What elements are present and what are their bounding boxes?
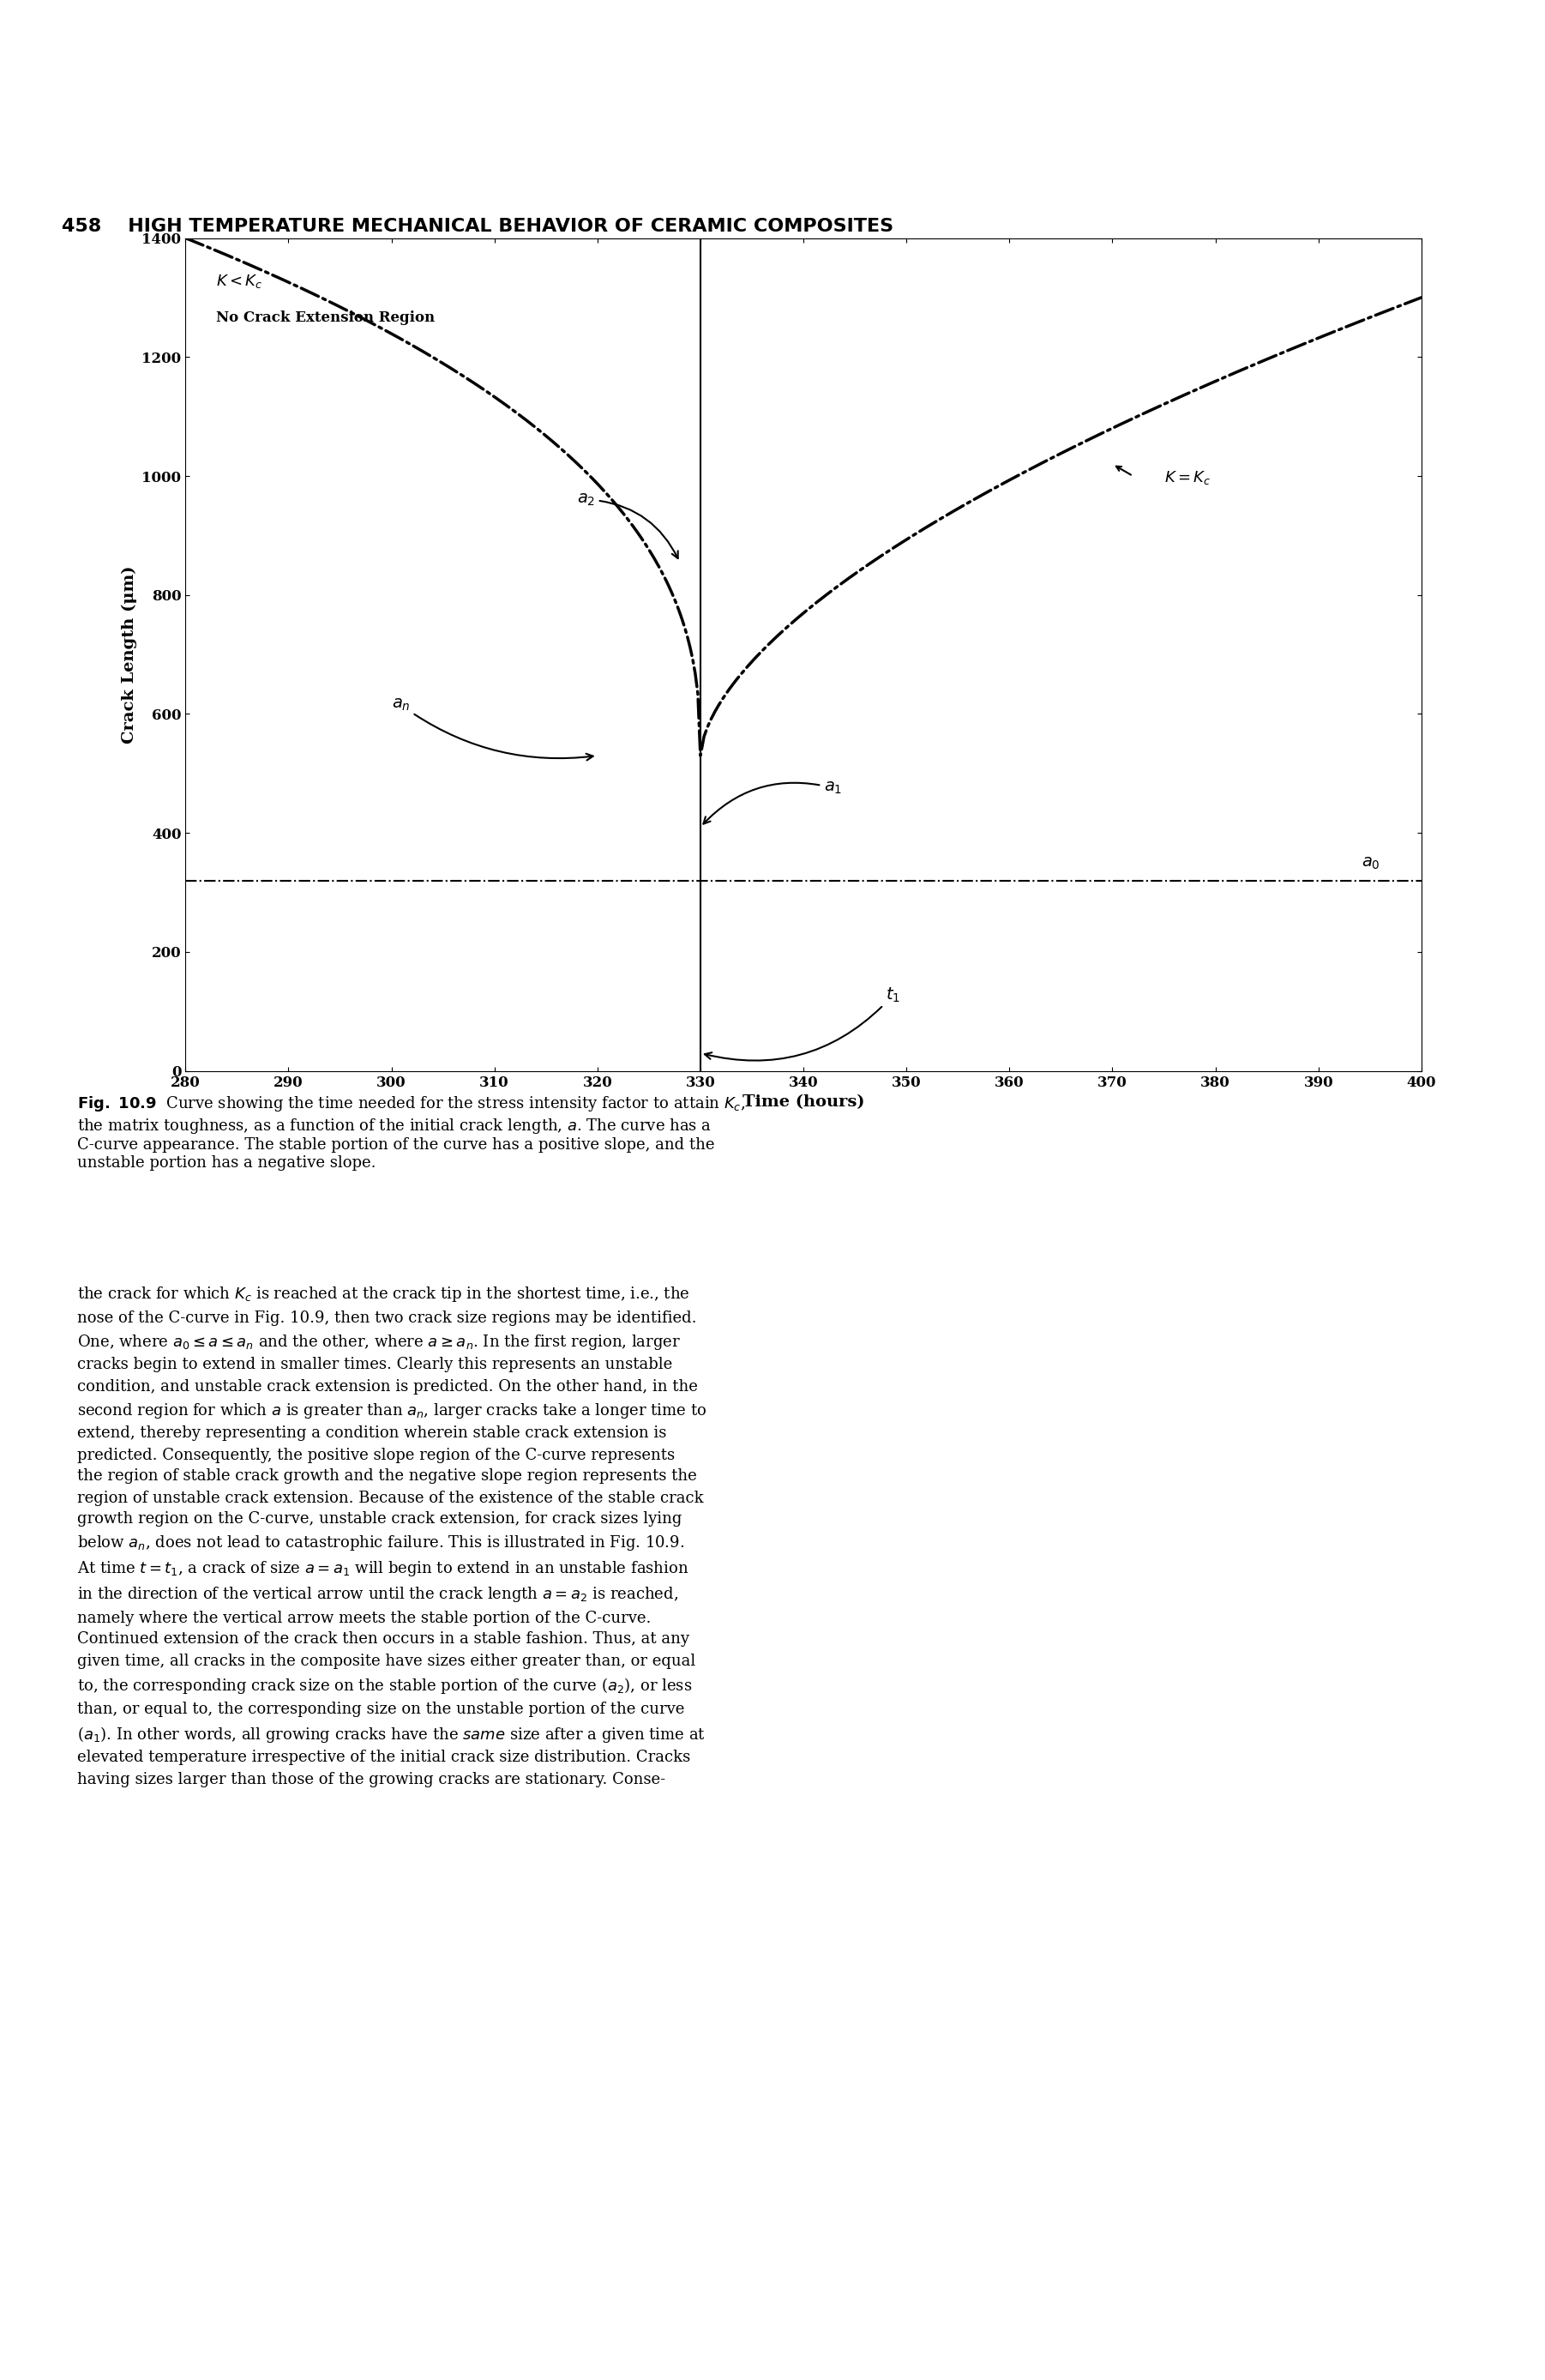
Text: $\bf{Fig.\ 10.9}$  Curve showing the time needed for the stress intensity factor: $\bf{Fig.\ 10.9}$ Curve showing the time… xyxy=(77,1095,745,1171)
Y-axis label: Crack Length (μm): Crack Length (μm) xyxy=(121,566,138,743)
X-axis label: Time (hours): Time (hours) xyxy=(742,1095,865,1109)
Text: $a_2$: $a_2$ xyxy=(576,493,678,559)
Text: $K < K_c$: $K < K_c$ xyxy=(216,274,263,290)
Text: 458    HIGH TEMPERATURE MECHANICAL BEHAVIOR OF CERAMIC COMPOSITES: 458 HIGH TEMPERATURE MECHANICAL BEHAVIOR… xyxy=(62,217,893,236)
Text: $a_0$: $a_0$ xyxy=(1361,857,1380,871)
Text: No Crack Extension Region: No Crack Extension Region xyxy=(216,309,436,324)
Text: $a_n$: $a_n$ xyxy=(391,697,593,759)
Text: $K = K_c$: $K = K_c$ xyxy=(1163,469,1211,486)
Text: $a_1$: $a_1$ xyxy=(703,781,842,823)
Text: the crack for which $K_c$ is reached at the crack tip in the shortest time, i.e.: the crack for which $K_c$ is reached at … xyxy=(77,1285,706,1787)
Text: $t_1$: $t_1$ xyxy=(705,985,901,1061)
